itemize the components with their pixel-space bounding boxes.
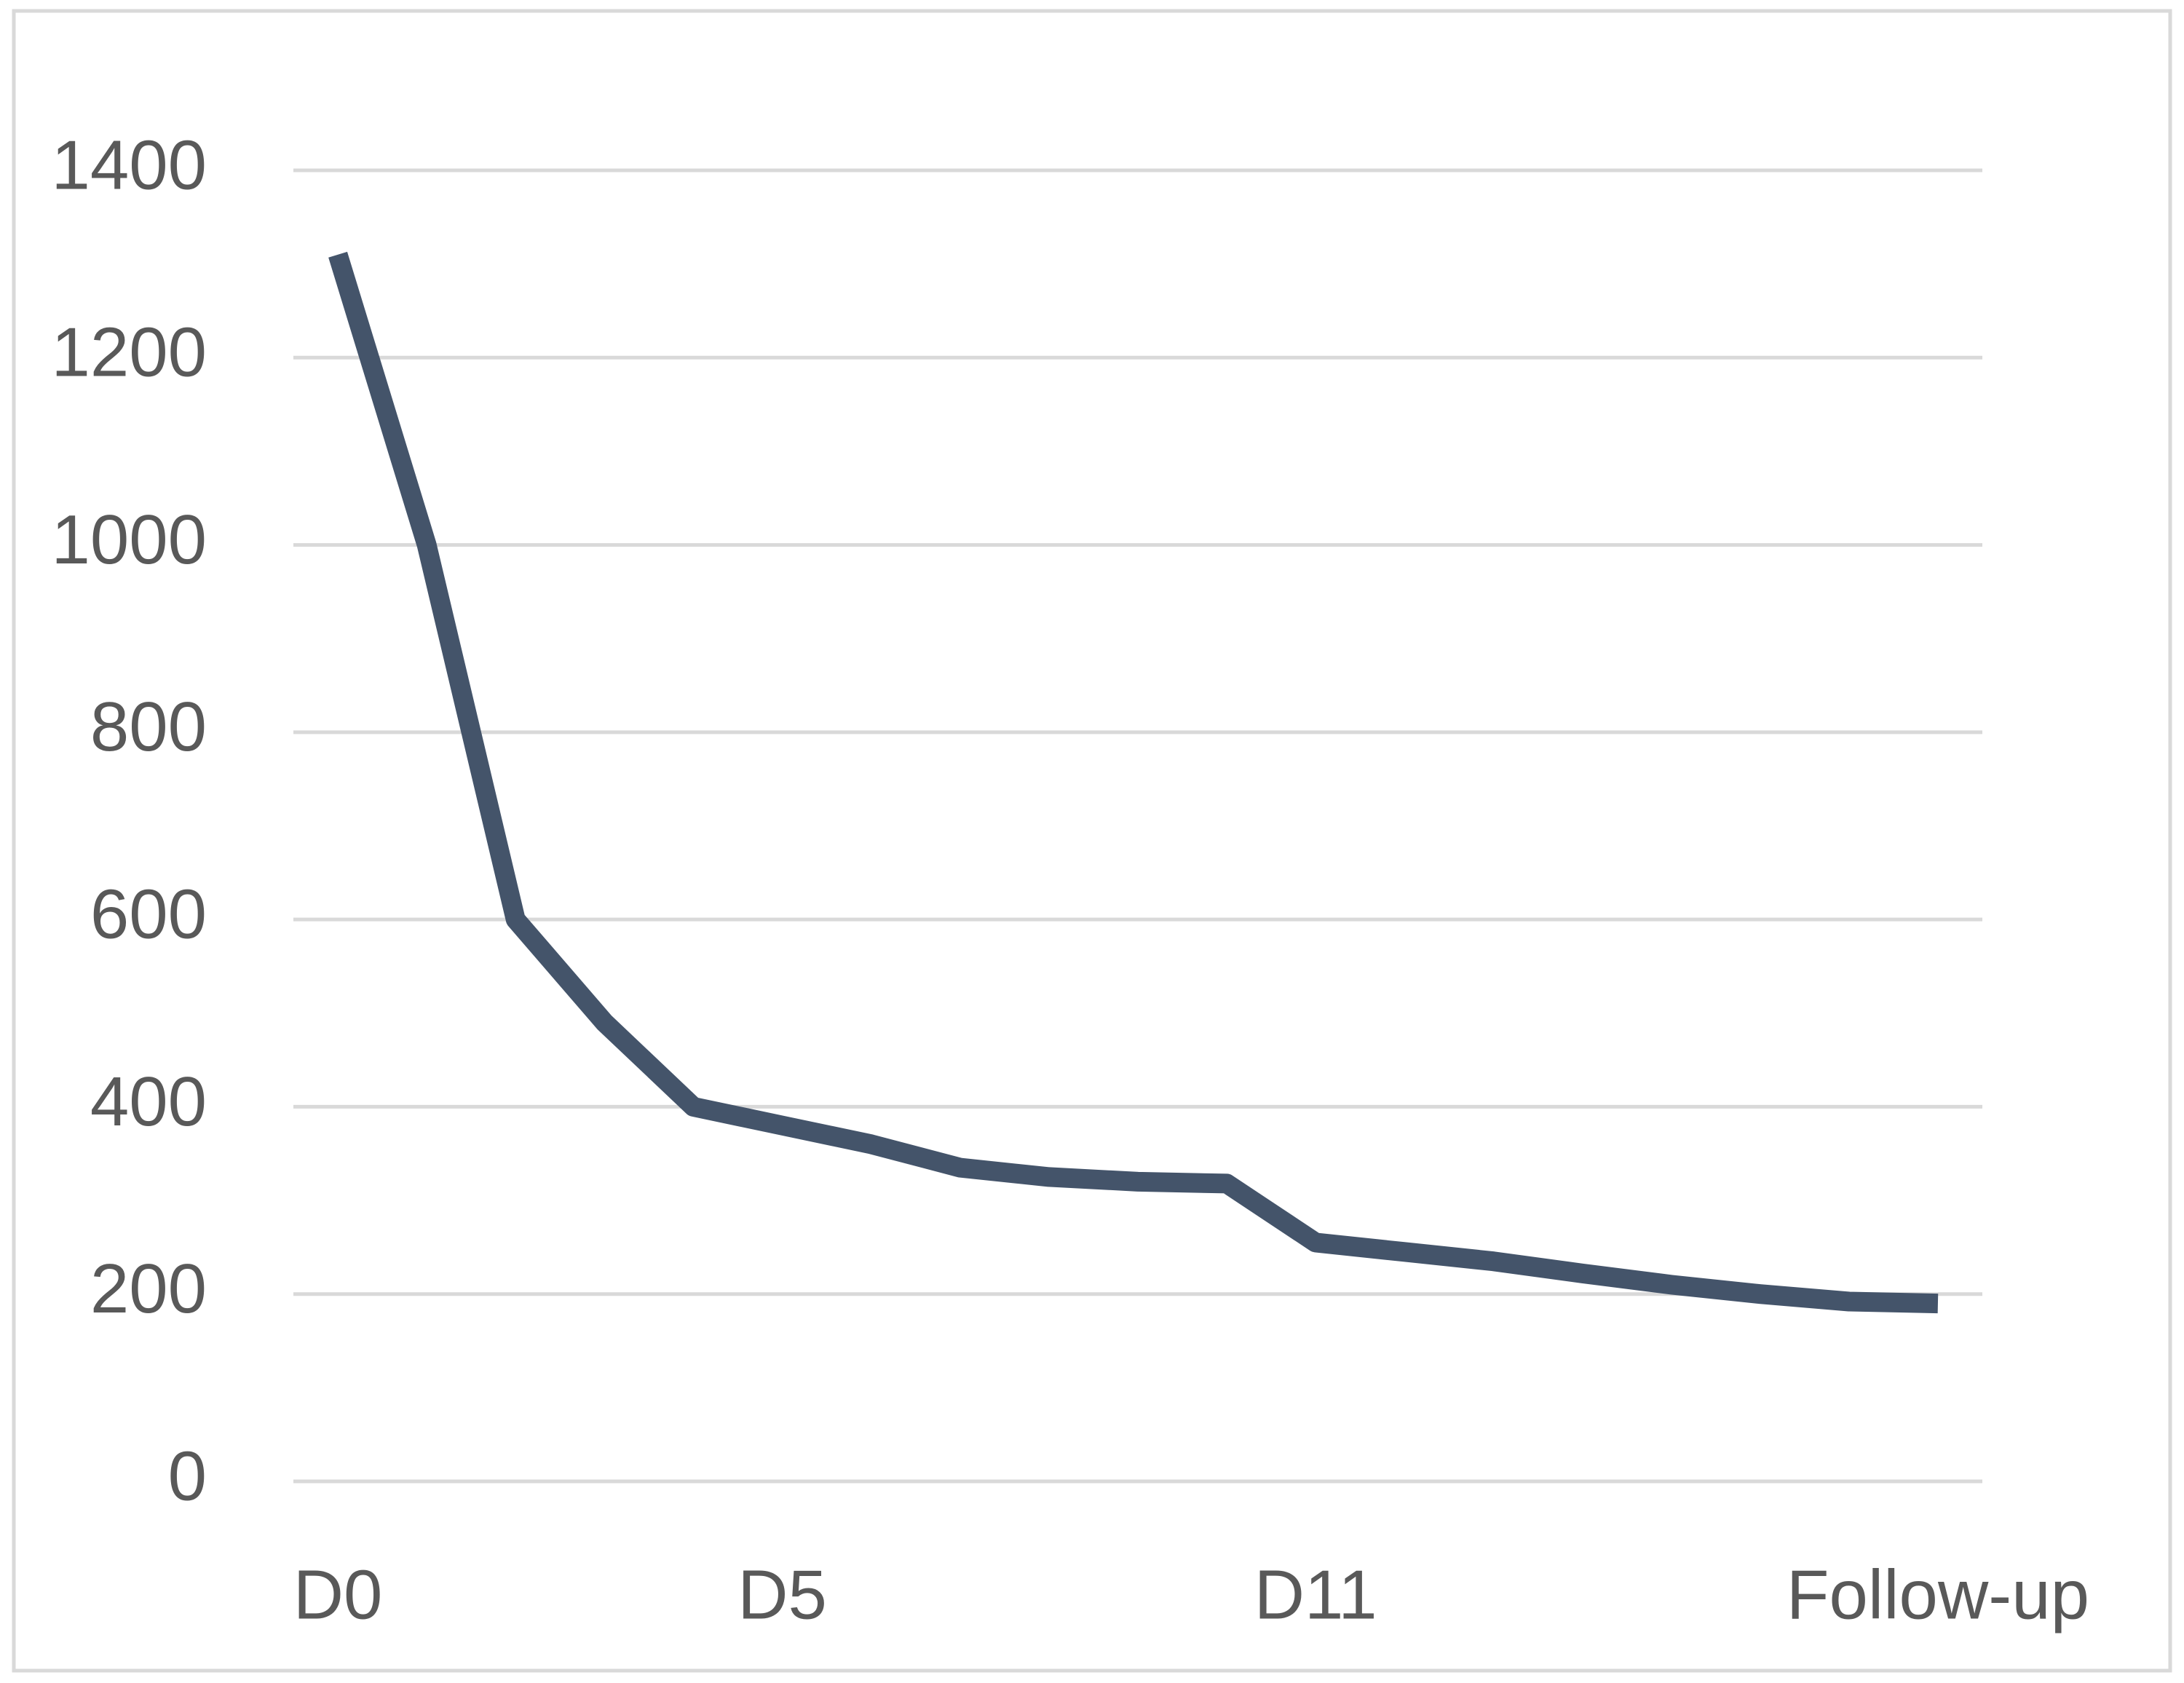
- data-line: [328, 251, 1939, 1314]
- x-tick-label: Follow-up: [1787, 1556, 2089, 1634]
- y-tick-label: 1400: [51, 126, 207, 204]
- y-tick-label: 800: [90, 688, 207, 766]
- x-tick-label: D5: [737, 1556, 827, 1634]
- y-tick-label: 400: [90, 1063, 207, 1141]
- y-tick-label: 200: [90, 1250, 207, 1328]
- y-tick-label: 0: [168, 1437, 207, 1515]
- x-tick-label: D11: [1254, 1556, 1377, 1634]
- x-tick-label: D0: [293, 1556, 383, 1634]
- chart-border: [12, 9, 2172, 1673]
- y-tick-label: 1000: [51, 501, 207, 579]
- y-tick-label: 1200: [51, 314, 207, 392]
- y-tick-label: 600: [90, 876, 207, 954]
